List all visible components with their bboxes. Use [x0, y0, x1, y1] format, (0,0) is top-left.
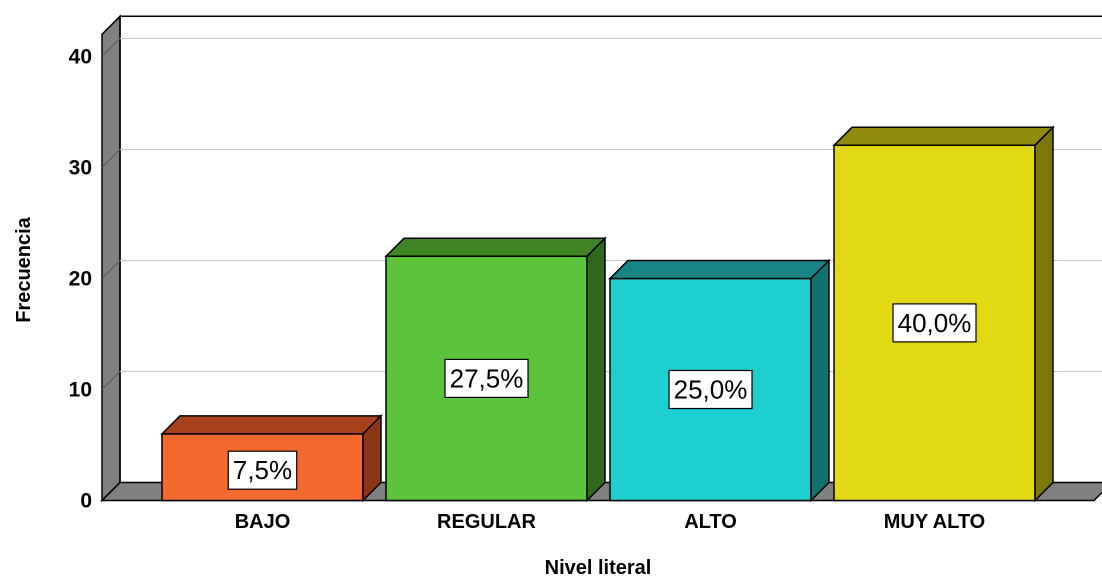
data-label-box [227, 450, 298, 490]
data-label-box [668, 369, 753, 410]
bar-top [832, 126, 1055, 147]
bar-side [1034, 125, 1054, 503]
gridline-wall [101, 38, 121, 57]
data-label: 25,0% [674, 375, 748, 405]
x-tick-label: REGULAR [437, 511, 536, 533]
y-tick-label: 10 [69, 379, 92, 402]
y-axis-title: Frecuencia [13, 216, 35, 322]
bar-top [384, 237, 607, 258]
bar-side [362, 414, 382, 503]
gridline-wall [101, 260, 121, 279]
gridline-wall [101, 149, 121, 168]
labels: 0 10 20 30 40 7,5% BAJO 27,5% REGULAR 25,0% ALTO 40… [69, 46, 986, 534]
bar-top [608, 259, 831, 280]
x-tick-label: MUY ALTO [884, 511, 985, 533]
y-tick-label: 20 [69, 268, 92, 291]
bar-top [160, 415, 383, 435]
bars [160, 125, 1055, 503]
data-label-box [444, 358, 529, 398]
left-wall [101, 14, 121, 503]
gridline-wall [101, 371, 121, 390]
plot-frame [119, 15, 1102, 483]
bar-side [810, 258, 830, 503]
y-tick-label: 30 [69, 157, 92, 180]
data-label: 40,0% [898, 308, 972, 338]
x-axis-title: Nivel literal [545, 557, 652, 579]
data-label: 7,5% [233, 455, 292, 485]
bar-side [586, 236, 606, 503]
x-tick-label: ALTO [684, 511, 737, 533]
y-tick-label: 0 [80, 490, 92, 513]
x-tick-label: BAJO [235, 511, 291, 533]
y-tick-label: 40 [69, 46, 92, 69]
data-label-box [892, 303, 977, 343]
data-label: 27,5% [450, 363, 524, 393]
